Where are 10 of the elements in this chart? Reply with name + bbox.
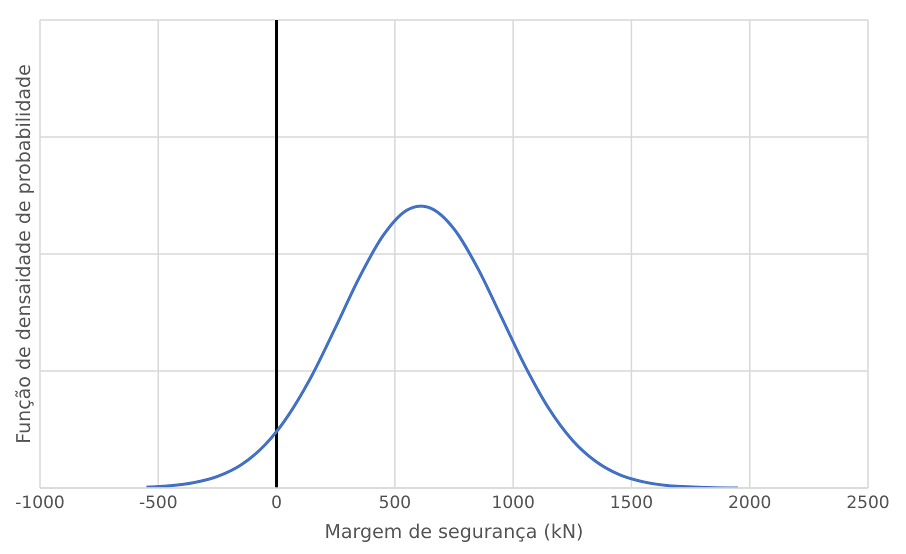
y-axis-title: Função de densaidade de probabilidade <box>13 64 36 444</box>
x-tick-label: -1000 <box>15 493 65 514</box>
x-tick-label: 2000 <box>728 493 772 514</box>
x-tick-label: 0 <box>271 493 282 514</box>
x-tick-label: 500 <box>378 493 412 514</box>
x-tick-label: 2500 <box>846 493 890 514</box>
x-tick-label: -500 <box>138 493 178 514</box>
x-tick-label: 1000 <box>492 493 535 514</box>
x-axis-title: Margem de segurança (kN) <box>324 521 584 543</box>
x-tick-label: 1500 <box>610 493 654 514</box>
